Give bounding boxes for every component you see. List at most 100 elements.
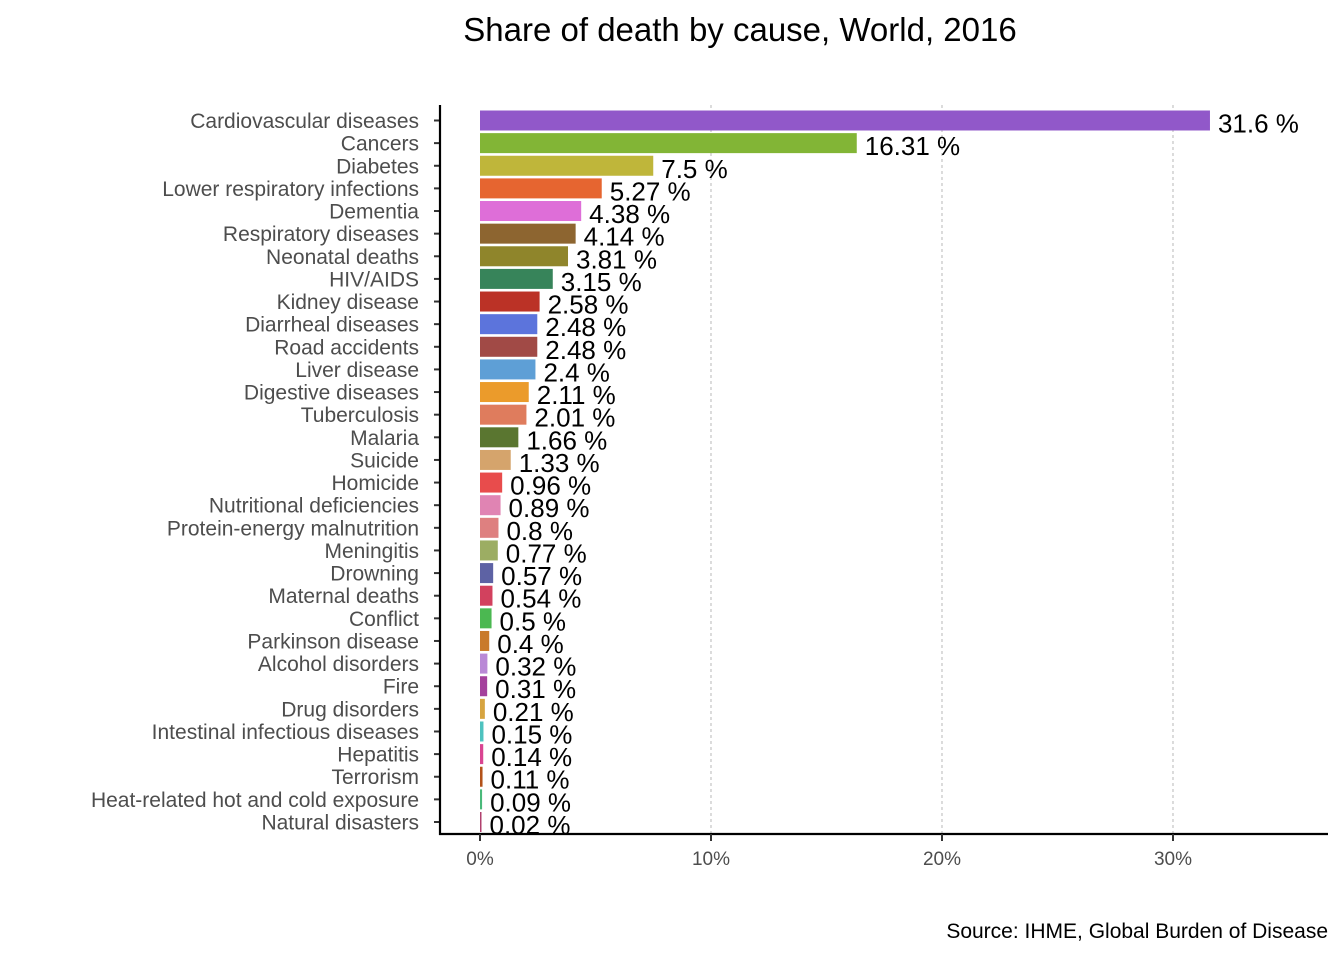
bar <box>480 472 503 493</box>
category-label: Meningitis <box>324 540 419 563</box>
value-label: 3.15 % <box>561 267 642 297</box>
bar <box>480 517 499 538</box>
value-label: 2.58 % <box>548 290 629 320</box>
category-label: Diarrheal diseases <box>245 314 419 337</box>
bar <box>480 721 484 742</box>
bar <box>480 178 602 199</box>
category-label: Maternal deaths <box>268 585 419 608</box>
value-label: 7.5 % <box>661 154 728 184</box>
x-tick-label: 0% <box>466 849 494 870</box>
category-label: Dementia <box>329 201 419 224</box>
value-label: 0.14 % <box>491 742 572 772</box>
bar <box>480 404 527 425</box>
x-tick-label: 30% <box>1154 849 1192 870</box>
value-label: 0.31 % <box>495 674 576 704</box>
value-label: 2.4 % <box>543 357 610 387</box>
bar <box>480 495 501 516</box>
value-label: 5.27 % <box>610 176 691 206</box>
category-label: Malaria <box>350 427 419 450</box>
bar <box>480 382 529 403</box>
category-label: Drowning <box>330 563 419 586</box>
bar <box>480 789 483 810</box>
category-label: HIV/AIDS <box>329 268 419 291</box>
value-label: 31.6 % <box>1218 109 1299 139</box>
category-label: Heat-related hot and cold exposure <box>91 789 419 812</box>
category-label: Kidney disease <box>277 291 419 314</box>
category-label: Protein-energy malnutrition <box>167 517 419 540</box>
value-label: 2.01 % <box>534 403 615 433</box>
value-label: 0.21 % <box>493 697 574 727</box>
bar <box>480 155 654 176</box>
bar <box>480 812 482 832</box>
value-label: 0.15 % <box>491 719 572 749</box>
value-label: 2.48 % <box>545 335 626 365</box>
value-label: 0.4 % <box>497 629 564 659</box>
bar <box>480 336 538 357</box>
category-label: Fire <box>383 676 419 699</box>
value-label: 16.31 % <box>865 131 960 161</box>
category-label: Cardiovascular diseases <box>190 110 419 133</box>
bar <box>480 540 498 561</box>
category-label: Nutritional deficiencies <box>209 495 419 518</box>
category-label: Conflict <box>349 608 419 631</box>
category-label: Alcohol disorders <box>258 653 419 676</box>
category-label: Neonatal deaths <box>266 246 419 269</box>
category-label: Diabetes <box>336 155 419 178</box>
value-label: 4.14 % <box>584 222 665 252</box>
value-label: 0.32 % <box>495 652 576 682</box>
value-label: 0.09 % <box>490 787 571 817</box>
bar <box>480 133 857 154</box>
bar <box>480 608 492 629</box>
category-label: Homicide <box>331 472 419 495</box>
category-label: Tuberculosis <box>301 404 419 427</box>
bar <box>480 427 519 448</box>
bar <box>480 246 569 267</box>
category-label: Road accidents <box>274 336 419 359</box>
x-tick-label: 20% <box>923 849 961 870</box>
bar <box>480 201 582 222</box>
category-label: Liver disease <box>295 359 419 382</box>
category-label: Cancers <box>341 133 419 156</box>
value-label: 0.54 % <box>500 584 581 614</box>
value-label: 3.81 % <box>576 244 657 274</box>
category-label: Drug disorders <box>281 698 419 721</box>
bar <box>480 744 484 765</box>
value-label: 0.8 % <box>506 516 572 546</box>
bar <box>480 223 576 244</box>
value-label: 0.11 % <box>491 765 570 795</box>
category-label: Natural disasters <box>261 812 419 835</box>
value-label: 0.89 % <box>509 493 590 523</box>
category-label: Parkinson disease <box>247 630 419 653</box>
bar <box>480 359 536 380</box>
category-label: Suicide <box>350 449 419 472</box>
bar <box>480 563 494 584</box>
value-label: 0.57 % <box>501 561 582 591</box>
bar <box>480 585 493 606</box>
bar <box>480 291 540 312</box>
bar <box>480 698 485 719</box>
value-label: 4.38 % <box>589 199 670 229</box>
value-label: 0.77 % <box>506 538 587 568</box>
value-label: 0.5 % <box>500 606 567 636</box>
bar <box>480 676 488 697</box>
value-label: 2.11 % <box>537 380 616 410</box>
category-label: Digestive diseases <box>244 382 419 405</box>
bar <box>480 449 511 470</box>
value-label: 2.48 % <box>545 312 626 342</box>
chart-title: Share of death by cause, World, 2016 <box>463 11 1016 48</box>
x-tick-label: 10% <box>692 849 730 870</box>
bar <box>480 110 1210 131</box>
category-label: Lower respiratory infections <box>162 178 419 201</box>
bar <box>480 653 488 674</box>
value-label: 1.66 % <box>526 425 607 455</box>
source-caption: Source: IHME, Global Burden of Disease <box>946 920 1328 943</box>
bar <box>480 268 553 289</box>
value-label: 1.33 % <box>519 448 600 478</box>
value-label: 0.96 % <box>510 471 591 501</box>
category-label: Terrorism <box>332 766 420 789</box>
bar <box>480 766 483 787</box>
value-label: 0.02 % <box>490 810 571 840</box>
category-label: Hepatitis <box>337 744 419 767</box>
bar <box>480 314 538 335</box>
